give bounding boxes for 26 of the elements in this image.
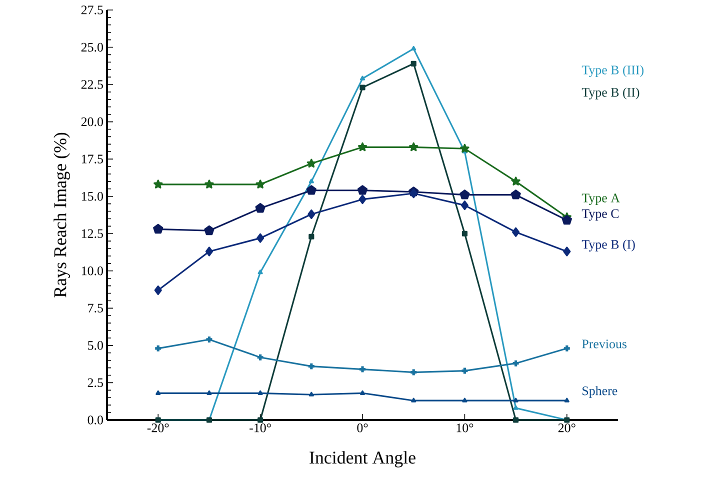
y-tick-label: 15.0 (82, 192, 103, 201)
y-tick-label: 17.5 (82, 154, 103, 164)
x-tick-label: 20° (558, 424, 576, 432)
y-tick-label: 2.5 (88, 378, 103, 388)
y-tick-label: 22.5 (81, 80, 103, 89)
text: Type B (III) (582, 65, 644, 78)
y-tick-label: 7.5 (88, 304, 103, 313)
y-axis-title: Rays Reach Image (%) (54, 132, 70, 298)
y-tick-label: 20.0 (81, 117, 103, 126)
x-tick-label: 10° (456, 424, 474, 432)
y-tick-label: 25.0 (81, 42, 103, 52)
y-tick-label: 12.5 (82, 229, 103, 238)
series-label: Type B (I) (582, 240, 635, 252)
y-tick-label: 10.0 (82, 266, 103, 276)
series-label: Previous (582, 340, 627, 348)
y-tick-label: 0.0 (88, 416, 103, 424)
y-tick-label: 5.0 (88, 341, 103, 350)
y-tick-label: 27.5 (81, 6, 103, 14)
series-label: Type A (582, 194, 620, 206)
series-label: Type C (582, 209, 619, 221)
x-tick-label: 0° (357, 424, 368, 432)
x-tick-label: -20° (147, 424, 169, 432)
series-label: Sphere (582, 386, 618, 398)
x-axis-title: Incident Angle (310, 451, 416, 468)
x-tick-label: -10° (250, 424, 271, 432)
text: Type B (II) (582, 88, 640, 100)
